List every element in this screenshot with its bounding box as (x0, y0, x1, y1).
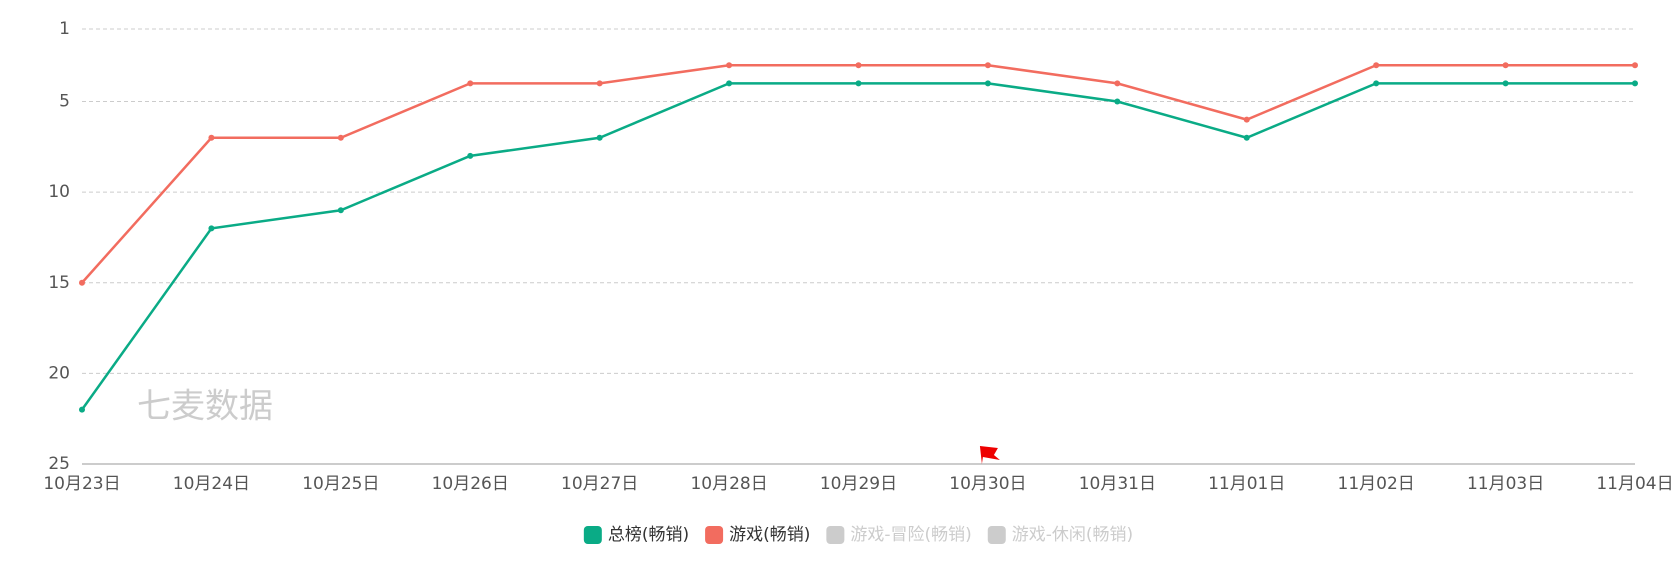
x-tick-label: 10月29日 (820, 474, 897, 494)
data-point (467, 80, 474, 87)
data-point (596, 134, 603, 141)
data-point (855, 80, 862, 87)
data-point (1373, 62, 1380, 69)
y-tick-label: 25 (48, 454, 70, 474)
x-tick-label: 10月28日 (690, 474, 767, 494)
series-line (81, 64, 1635, 284)
data-point (596, 80, 603, 87)
legend: 总榜(畅销) 游戏(畅销) 游戏-冒险(畅销) 游戏-休闲(畅销) (583, 525, 1133, 545)
legend-swatch (826, 526, 845, 544)
x-tick-label: 10月23日 (43, 474, 120, 494)
data-point (726, 80, 733, 87)
data-point (855, 62, 862, 69)
x-tick-label: 10月27日 (561, 474, 638, 494)
legend-swatch (987, 526, 1006, 544)
x-tick-label: 10月25日 (302, 474, 379, 494)
x-tick-label: 11月04日 (1596, 474, 1673, 494)
y-tick-label: 20 (48, 363, 70, 383)
data-point (79, 279, 85, 286)
legend-label: 总榜(畅销) (608, 525, 689, 545)
data-point (1114, 80, 1121, 87)
data-point (337, 134, 344, 141)
watermark: 七麦数据 (137, 387, 273, 427)
x-tick-label: 11月01日 (1208, 474, 1285, 494)
legend-label: 游戏(畅销) (729, 525, 810, 545)
data-point (1243, 134, 1250, 141)
data-point (1632, 80, 1638, 87)
data-point (984, 62, 991, 69)
x-tick-label: 10月26日 (432, 474, 509, 494)
data-point (208, 134, 215, 141)
data-point (1114, 98, 1121, 105)
legend-swatch (583, 526, 602, 544)
data-point (1632, 62, 1638, 69)
x-tick-label: 11月02日 (1338, 474, 1415, 494)
legend-item[interactable]: 游戏-冒险(畅销) (826, 525, 972, 545)
y-tick-label: 15 (48, 273, 70, 293)
legend-label: 游戏-休闲(畅销) (1012, 525, 1133, 545)
data-point (1243, 116, 1250, 123)
x-tick-label: 11月03日 (1467, 474, 1544, 494)
x-tick-label: 10月30日 (949, 474, 1026, 494)
legend-item[interactable]: 游戏(畅销) (705, 525, 810, 545)
y-tick-label: 10 (48, 182, 70, 202)
x-tick-label: 10月24日 (173, 474, 250, 494)
data-point (726, 62, 733, 69)
series-line (80, 82, 1635, 411)
y-tick-label: 1 (59, 19, 70, 39)
legend-swatch (705, 526, 724, 544)
y-tick-label: 5 (59, 92, 70, 112)
x-tick-label: 10月31日 (1079, 474, 1156, 494)
data-point (1502, 62, 1509, 69)
flag-icon (979, 446, 1000, 464)
data-point (1373, 80, 1380, 87)
data-point (208, 225, 215, 232)
data-point (1502, 80, 1509, 87)
legend-item[interactable]: 游戏-休闲(畅销) (987, 525, 1133, 545)
data-point (337, 207, 344, 214)
data-point (79, 406, 85, 413)
legend-label: 游戏-冒险(畅销) (850, 525, 971, 545)
data-point (984, 80, 991, 87)
legend-item[interactable]: 总榜(畅销) (583, 525, 689, 545)
data-point (467, 152, 474, 159)
